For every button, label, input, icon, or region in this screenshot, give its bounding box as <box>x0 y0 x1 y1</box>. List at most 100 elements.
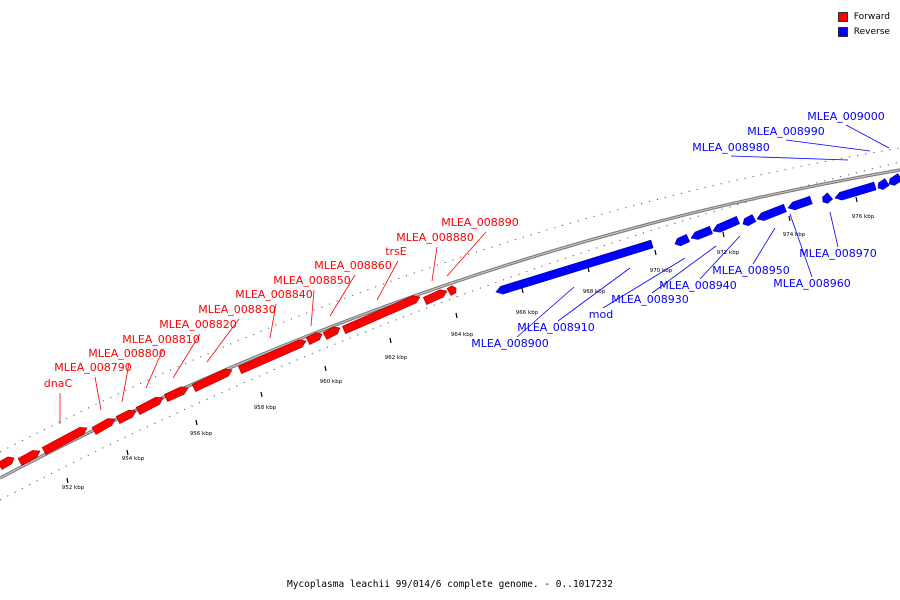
gene-label: mod <box>589 308 613 321</box>
major-tick <box>260 391 263 398</box>
reverse-gene-block <box>674 233 691 247</box>
major-tick <box>855 196 858 203</box>
tick-label: 958 kbp <box>254 405 277 411</box>
label-leader-line <box>845 124 890 149</box>
tick-label: 964 kbp <box>451 332 474 338</box>
gene-label: MLEA_008950 <box>712 264 790 277</box>
tick-label: 972 kbp <box>717 250 740 256</box>
ruler-upper <box>0 147 900 453</box>
tick-label: 952 kbp <box>62 485 85 491</box>
tick-label: 976 kbp <box>852 214 875 220</box>
gene-label: MLEA_008990 <box>747 125 825 138</box>
label-leader-line <box>651 245 717 294</box>
reverse-gene-block <box>690 225 713 240</box>
reverse-gene-block <box>495 239 654 295</box>
major-tick <box>654 249 657 256</box>
tick-label: 954 kbp <box>122 456 145 462</box>
label-leader-line <box>602 257 686 309</box>
gene-label: MLEA_008800 <box>88 347 166 360</box>
major-tick <box>389 337 392 344</box>
gene-label: MLEA_008980 <box>692 141 770 154</box>
forward-gene-block <box>446 285 457 296</box>
reverse-gene-block <box>787 195 813 211</box>
forward-gene-block <box>0 456 15 470</box>
legend-reverse-label: Reverse <box>853 26 890 37</box>
reverse-swatch <box>837 26 848 37</box>
gene-label: dnaC <box>44 377 73 390</box>
label-leader-line <box>269 303 277 339</box>
gene-label: MLEA_008890 <box>441 216 519 229</box>
gene-label: MLEA_008840 <box>235 288 313 301</box>
major-tick <box>126 449 129 456</box>
label-leader-line <box>730 155 849 161</box>
reverse-gene-block <box>822 192 834 204</box>
label-leader-line <box>785 139 871 152</box>
label-leader-line <box>752 227 776 265</box>
label-leader-line <box>329 274 356 317</box>
gene-label: MLEA_009000 <box>807 110 885 123</box>
gene-label: trsE <box>385 245 407 258</box>
major-tick <box>521 287 524 294</box>
forward-gene-block <box>305 332 323 345</box>
tick-label: 968 kbp <box>583 289 606 295</box>
reverse-gene-block <box>742 214 757 227</box>
label-leader-line <box>699 235 741 280</box>
label-leader-line <box>206 318 240 363</box>
label-leader-line <box>829 211 839 248</box>
legend: Forward Reverse <box>837 9 890 39</box>
major-tick <box>195 419 198 426</box>
forward-gene-block <box>163 386 189 403</box>
label-leader-line <box>310 289 315 327</box>
gene-label: MLEA_008900 <box>471 337 549 350</box>
forward-gene-block <box>17 450 41 466</box>
label-leader-line <box>789 213 813 278</box>
tick-label: 974 kbp <box>783 232 806 238</box>
gene-label: MLEA_008850 <box>273 274 351 287</box>
label-leader-line <box>145 348 164 389</box>
reverse-gene-block <box>834 181 877 201</box>
label-leader-line <box>516 286 575 338</box>
gene-label: MLEA_008960 <box>773 277 851 290</box>
label-leader-line <box>94 376 102 411</box>
label-leader-line <box>431 246 438 282</box>
gene-label: MLEA_008830 <box>198 303 276 316</box>
major-tick <box>66 477 69 484</box>
legend-forward: Forward <box>837 9 890 24</box>
gene-label: MLEA_008930 <box>611 293 689 306</box>
legend-reverse: Reverse <box>837 24 890 39</box>
label-leader-line <box>376 260 399 301</box>
major-tick <box>324 365 327 372</box>
reverse-gene-block <box>877 178 890 190</box>
forward-gene-block <box>422 289 448 306</box>
forward-gene-block <box>115 409 137 424</box>
reverse-gene-block <box>888 173 900 186</box>
gene-label: MLEA_008940 <box>659 279 737 292</box>
reverse-gene-block <box>756 203 787 221</box>
tick-marks: 952 kbp 954 kbp 956 kbp 958 kbp 960 kbp 962 k… <box>0 147 900 501</box>
forward-gene-block <box>342 295 421 335</box>
label-leader-line <box>446 231 487 277</box>
forward-gene-block <box>135 396 164 415</box>
genome-caption: Mycoplasma leachii 99/014/6 complete gen… <box>286 579 613 590</box>
gene-label: MLEA_008810 <box>122 333 200 346</box>
tick-label: 956 kbp <box>190 431 213 437</box>
gene-label: MLEA_008880 <box>396 231 474 244</box>
label-leader-line <box>172 333 201 379</box>
forward-gene-block <box>322 326 341 340</box>
reverse-gene-block <box>712 215 741 233</box>
label-leader-line <box>557 267 631 322</box>
gene-label: MLEA_008910 <box>517 321 595 334</box>
major-tick <box>455 312 458 319</box>
gene-label: MLEA_008860 <box>314 259 392 272</box>
gene-label: MLEA_008970 <box>799 247 877 260</box>
forward-swatch <box>837 11 848 22</box>
forward-gene-block <box>237 339 307 375</box>
tick-label: 966 kbp <box>516 310 539 316</box>
legend-forward-label: Forward <box>853 11 890 22</box>
forward-gene-block <box>191 368 233 393</box>
forward-gene-block <box>41 426 88 455</box>
forward-gene-block <box>91 418 116 435</box>
major-tick <box>788 215 791 222</box>
